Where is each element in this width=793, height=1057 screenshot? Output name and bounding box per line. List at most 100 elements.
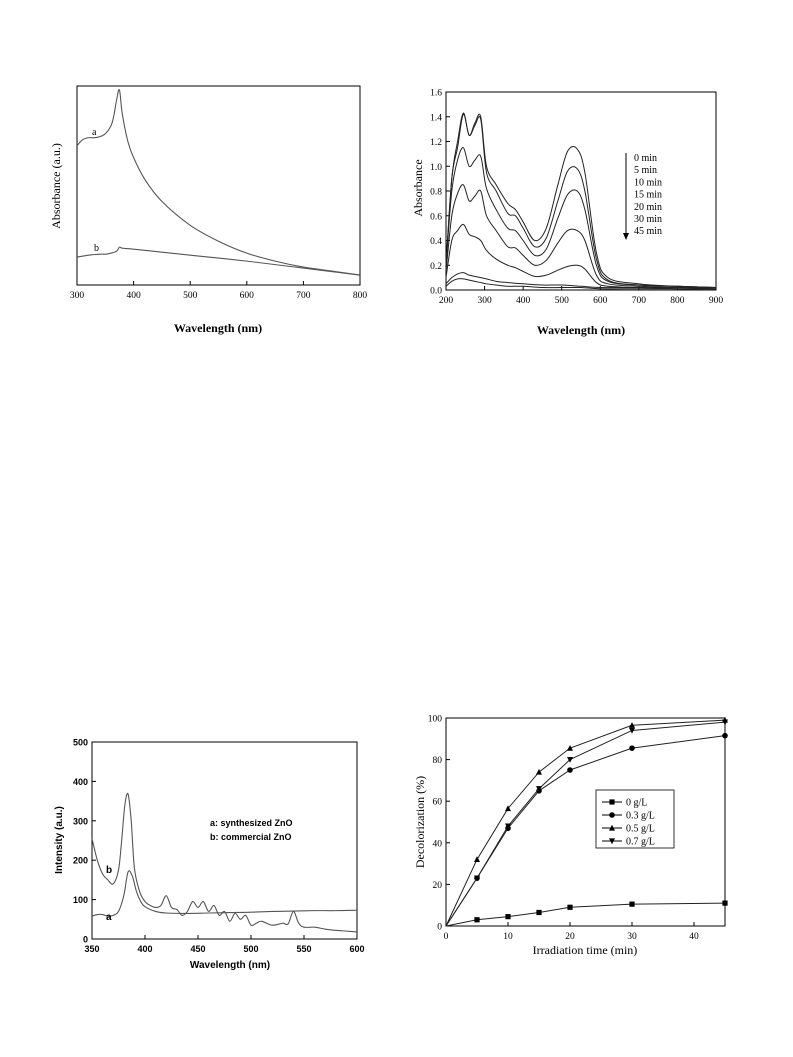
curve-label-b: b (106, 865, 112, 876)
legend-marker (609, 812, 615, 818)
chart-absorbance-time: 200 300 400 500 600 700 800 900 0.0 0.2 0.4 0.6 0.8 1… (411, 89, 724, 338)
x-tick-label: 800 (670, 296, 685, 306)
data-point (567, 757, 573, 763)
series-line-0 (445, 902, 726, 927)
x-tick-label: 30 (627, 932, 637, 942)
data-point (474, 875, 480, 882)
series-line-a (91, 870, 358, 917)
x-tick-label: 400 (137, 944, 152, 954)
series-line-2 (445, 147, 717, 289)
legend-entry: 45 min (634, 226, 662, 237)
x-tick-label: 300 (477, 296, 492, 306)
data-point (536, 909, 542, 916)
x-tick-label: 900 (709, 296, 724, 306)
curve-label-a: a (92, 127, 97, 138)
y-tick-label: 1.6 (430, 89, 442, 99)
y-axis-label: Absorbance (411, 159, 425, 216)
x-tick-label: 600 (349, 944, 364, 954)
x-tick-label: 600 (240, 291, 255, 301)
legend-entry-b: b: commercial ZnO (210, 832, 292, 842)
y-tick-label: 400 (73, 777, 88, 787)
y-tick-label: 0.0 (430, 287, 442, 297)
legend-entry: 0 min (634, 153, 657, 164)
chart-pl-intensity: 350 400 450 500 550 600 0 100 200 300 400 500 a: sy… (54, 738, 365, 972)
legend-entry: 5 min (634, 165, 657, 176)
data-point (505, 914, 511, 920)
y-tick-label: 500 (73, 738, 88, 748)
x-tick-label: 500 (183, 291, 198, 301)
chart-decolorization: 0 10 20 30 40 0 20 40 60 80 100 0 g/L 0.3 g/L 0.5 g/… (413, 715, 728, 957)
data-point (474, 856, 480, 863)
x-axis-label: Irradiation time (min) (533, 943, 638, 957)
x-tick-label: 500 (243, 944, 258, 954)
x-tick-label: 400 (516, 296, 531, 306)
y-tick-label: 300 (73, 816, 88, 826)
panel-top-right: 200 300 400 500 600 700 800 900 0.0 0.2 0.4 0.6 0.8 1… (408, 80, 748, 342)
x-tick-label: 40 (689, 932, 699, 942)
legend-entry: 10 min (634, 177, 662, 188)
data-point (629, 727, 635, 734)
data-point (629, 901, 635, 907)
curve-label-a: a (106, 912, 112, 923)
series-line-1 (445, 735, 726, 927)
x-tick-label: 10 (503, 932, 513, 942)
legend-marker (609, 838, 615, 845)
x-tick-label: 700 (296, 291, 311, 301)
x-axis-label: Wavelength (nm) (190, 960, 270, 971)
legend-entry: 0.7 g/L (626, 837, 655, 848)
legend-box (595, 789, 675, 849)
y-tick-label: 100 (428, 715, 443, 725)
panel-top-left: 300 400 500 600 700 800 a b Wavelength (nm) A… (40, 78, 375, 340)
x-tick-label: 300 (70, 291, 85, 301)
data-point (567, 744, 573, 751)
y-axis-label: Intensity (a.u.) (54, 806, 65, 874)
plot-frame (76, 85, 361, 286)
series-line-4 (445, 223, 717, 290)
y-axis-label: Decolorization (%) (413, 776, 427, 868)
data-point (629, 722, 635, 728)
x-tick-label: 0 (444, 932, 449, 942)
data-point (629, 745, 635, 751)
x-tick-label: 350 (84, 944, 99, 954)
y-tick-label: 60 (433, 798, 443, 808)
legend-entry: 0.3 g/L (626, 811, 655, 822)
series-line-0 (445, 112, 717, 289)
chart-absorbance-zno: 300 400 500 600 700 800 a b Wavelength (nm) A… (49, 85, 367, 335)
data-point (722, 900, 728, 906)
panel-bottom-left: 350 400 450 500 550 600 0 100 200 300 400 500 a: sy… (50, 730, 370, 975)
y-tick-label: 0 (437, 923, 442, 933)
x-tick-label: 400 (126, 291, 141, 301)
x-tick-label: 500 (555, 296, 570, 306)
y-tick-label: 0.8 (430, 188, 442, 198)
series-line-5 (445, 272, 717, 290)
y-tick-label: 1.4 (430, 113, 442, 123)
series-line-1 (445, 113, 717, 289)
legend-entry: 0.5 g/L (626, 824, 655, 835)
data-point (536, 768, 542, 775)
legend-marker (609, 799, 615, 805)
y-tick-label: 1.0 (430, 163, 442, 173)
x-tick-label: 550 (296, 944, 311, 954)
y-tick-label: 40 (433, 839, 443, 849)
series-line-b (76, 246, 361, 276)
curve-label-b: b (94, 243, 99, 254)
x-axis-label: Wavelength (nm) (174, 321, 262, 335)
panel-bottom-right: 0 10 20 30 40 0 20 40 60 80 100 0 g/L 0.3 g/L 0.5 g/… (408, 708, 748, 963)
legend-entry: 30 min (634, 214, 662, 225)
data-point (722, 732, 728, 739)
y-tick-label: 1.2 (430, 138, 442, 148)
plot-frame (445, 717, 726, 927)
y-tick-label: 100 (73, 895, 88, 905)
series-line-b (91, 792, 358, 933)
y-tick-label: 0 (83, 935, 88, 945)
x-tick-label: 600 (593, 296, 608, 306)
y-tick-label: 200 (73, 856, 88, 866)
x-axis-label: Wavelength (nm) (537, 323, 625, 337)
y-tick-label: 0.6 (430, 212, 442, 222)
data-point (505, 823, 511, 830)
data-point (505, 805, 511, 812)
data-point (474, 917, 480, 923)
y-tick-label: 0.2 (430, 262, 442, 272)
legend-marker (609, 824, 615, 831)
